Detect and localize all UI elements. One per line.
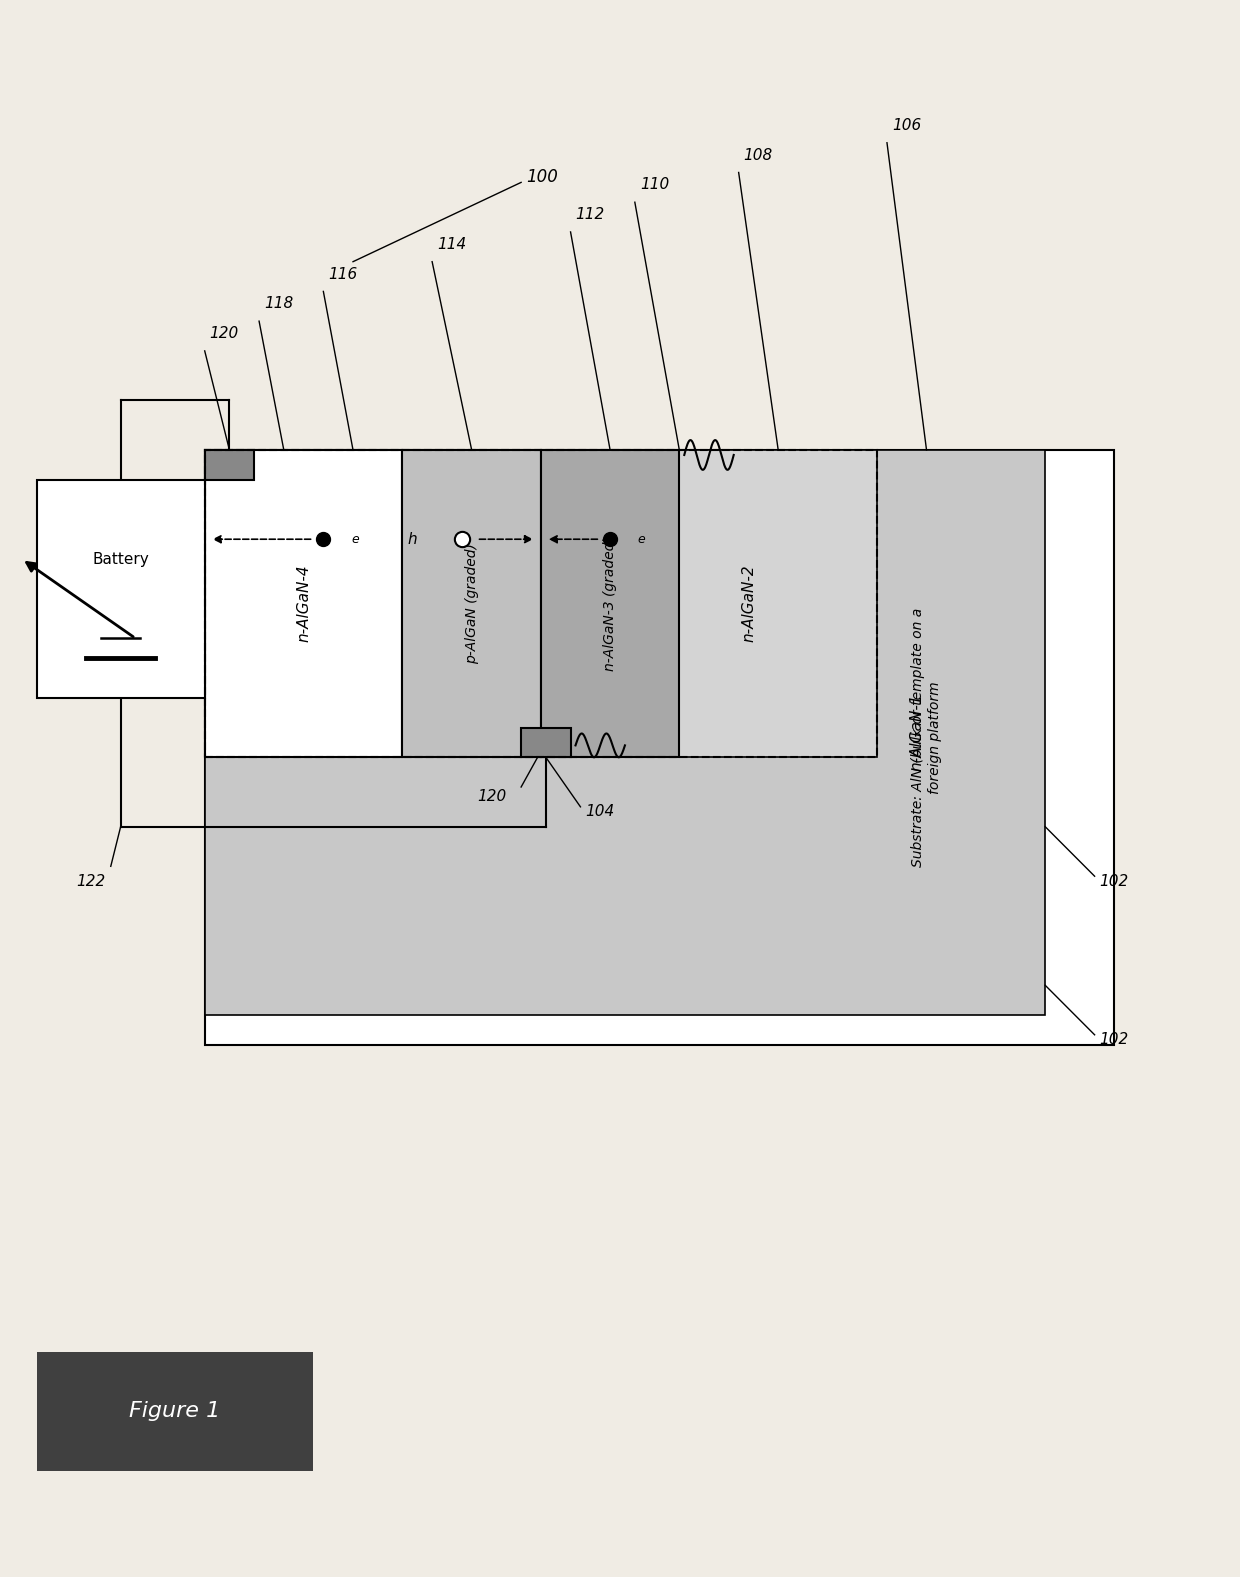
Bar — [205, 449, 254, 479]
Text: h: h — [408, 531, 417, 547]
Bar — [403, 449, 541, 757]
Text: 122: 122 — [77, 874, 105, 889]
Text: Metal: Metal — [464, 735, 506, 751]
Text: n-AlGaN-4: n-AlGaN-4 — [296, 565, 311, 642]
Text: p-AlGaN (graded): p-AlGaN (graded) — [465, 542, 479, 664]
Text: 114: 114 — [436, 237, 466, 252]
Bar — [205, 449, 877, 757]
Text: Figure 1: Figure 1 — [129, 1402, 221, 1421]
Text: e: e — [351, 533, 358, 546]
Bar — [205, 449, 877, 757]
Text: 102: 102 — [1100, 874, 1128, 889]
Text: 108: 108 — [744, 148, 773, 162]
Text: e: e — [637, 533, 646, 546]
Text: 120: 120 — [477, 790, 506, 804]
Text: 102: 102 — [1100, 1033, 1128, 1047]
Text: 104: 104 — [585, 804, 615, 820]
Text: 116: 116 — [329, 267, 357, 282]
Text: 112: 112 — [575, 207, 605, 222]
Text: 120: 120 — [210, 326, 239, 341]
Text: 110: 110 — [640, 177, 670, 192]
Bar — [37, 1351, 314, 1471]
Text: Metal: Metal — [274, 457, 316, 473]
Text: n-AlGaN-3 (graded): n-AlGaN-3 (graded) — [603, 536, 618, 672]
Text: n-AlGaN-2: n-AlGaN-2 — [742, 565, 756, 642]
Text: 106: 106 — [892, 118, 921, 132]
Text: Battery: Battery — [92, 552, 149, 566]
Bar — [205, 449, 1115, 1044]
Text: 100: 100 — [526, 169, 558, 186]
Text: Substrate: AlN (bulk or template on a
foreign platform: Substrate: AlN (bulk or template on a fo… — [911, 607, 941, 867]
Text: n-AlGaN-1: n-AlGaN-1 — [909, 694, 924, 771]
Bar — [37, 479, 205, 697]
Bar — [205, 449, 1045, 1016]
Text: 118: 118 — [264, 296, 294, 311]
Bar — [205, 449, 403, 757]
Text: a: a — [61, 560, 72, 577]
Bar — [521, 727, 570, 757]
Bar — [541, 449, 680, 757]
